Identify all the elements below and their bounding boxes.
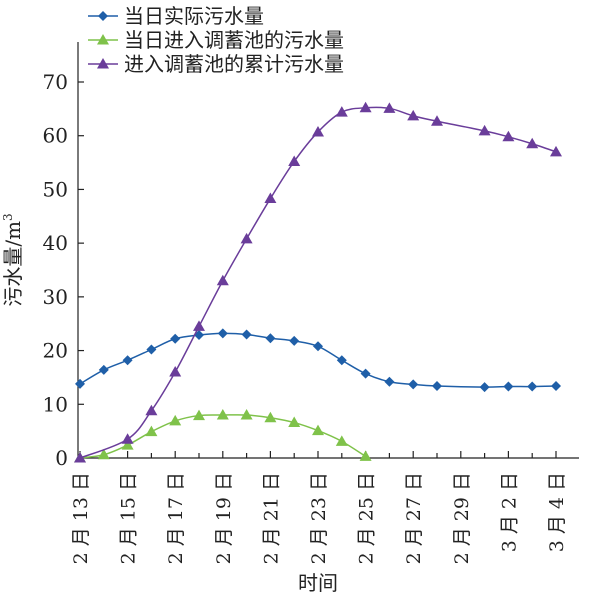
series-3 <box>74 101 562 463</box>
series-3-point-11 <box>359 101 372 113</box>
series-3-point-16 <box>502 130 515 142</box>
legend-marker-2 <box>97 34 109 45</box>
series-1-point-2 <box>122 355 133 366</box>
x-tick-label-10: 3 月 4 日 <box>546 472 568 552</box>
x-tick-label-5: 2 月 23 日 <box>308 472 330 564</box>
series-3-point-8 <box>288 155 301 166</box>
series-2-point-10 <box>312 424 324 436</box>
y-tick-label-2: 20 <box>43 339 68 363</box>
series-3-point-6 <box>240 232 253 244</box>
series-3-point-13 <box>407 109 420 121</box>
x-tick-label-6: 2 月 25 日 <box>356 472 378 564</box>
legend-label-2: 当日进入调蓄池的污水量 <box>124 28 344 52</box>
series-1-point-15 <box>432 381 442 392</box>
series-2-point-7 <box>240 409 253 420</box>
series-1-point-18 <box>527 381 538 392</box>
series-2-point-11 <box>335 435 348 446</box>
series-1-point-1 <box>98 364 109 375</box>
series-2-point-4 <box>169 414 182 426</box>
y-tick-label-6: 60 <box>43 124 68 148</box>
y-tick-label-1: 10 <box>43 392 68 416</box>
y-axis-title-text: 污水量/m <box>1 221 25 307</box>
x-axis-title: 时间 <box>298 571 338 595</box>
series-2-point-2 <box>121 439 134 450</box>
series-1-point-6 <box>217 328 228 339</box>
series-1-point-4 <box>170 333 181 344</box>
series-2-point-9 <box>288 416 301 428</box>
y-tick-label-7: 70 <box>43 70 68 94</box>
x-tick-label-2: 2 月 17 日 <box>165 472 187 564</box>
series-1-point-0 <box>75 378 85 389</box>
series-3-point-9 <box>312 125 324 137</box>
y-axis-title: 污水量/m3 <box>1 213 25 306</box>
series-1-point-12 <box>360 368 371 379</box>
series-3-point-3 <box>169 366 182 377</box>
x-tick-label-4: 2 月 21 日 <box>260 472 282 564</box>
series-1-point-11 <box>336 355 347 366</box>
series-group <box>74 101 562 463</box>
x-tick-label-8: 2 月 29 日 <box>451 472 473 564</box>
axes: 0 10 20 30 40 50 60 70 2 月 13 日 2 月 15 日 2 月 17 日 2… <box>43 42 579 564</box>
series-3-point-15 <box>478 124 491 136</box>
y-tick-label-3: 30 <box>43 285 68 309</box>
series-1-point-9 <box>289 335 300 346</box>
series-1-point-17 <box>503 381 514 392</box>
series-3-point-0 <box>74 452 86 463</box>
y-tick-label-4: 40 <box>43 231 68 255</box>
series-1-point-3 <box>146 344 157 355</box>
x-tick-label-7: 2 月 27 日 <box>403 472 425 564</box>
series-1 <box>75 328 561 393</box>
series-1-point-7 <box>241 329 252 340</box>
x-tick-label-0: 2 月 13 日 <box>70 472 92 564</box>
series-1-point-19 <box>551 381 561 392</box>
series-3-point-7 <box>264 192 277 204</box>
series-3-point-10 <box>335 106 348 117</box>
x-tick-label-1: 2 月 15 日 <box>118 472 140 564</box>
x-tick-label-9: 3 月 2 日 <box>498 472 520 552</box>
series-1-point-8 <box>265 333 276 344</box>
series-3-point-18 <box>550 145 562 157</box>
x-tick-label-3: 2 月 19 日 <box>213 472 235 564</box>
legend-label-3: 进入调蓄池的累计污水量 <box>124 52 344 76</box>
series-3-point-5 <box>216 274 229 286</box>
series-3-point-14 <box>431 115 443 126</box>
series-1-point-16 <box>479 382 490 393</box>
series-2-point-1 <box>97 448 110 460</box>
series-1-point-13 <box>384 376 395 387</box>
y-tick-label-5: 50 <box>43 177 68 201</box>
legend-marker-1 <box>98 11 108 21</box>
series-3-point-1 <box>121 433 134 444</box>
y-tick-label-0: 0 <box>55 446 68 470</box>
series-2-point-5 <box>193 409 205 421</box>
series-2-point-12 <box>359 450 372 461</box>
series-1-point-10 <box>313 341 323 352</box>
series-2-point-6 <box>216 409 229 420</box>
series-1-point-14 <box>408 379 419 390</box>
series-2-point-8 <box>264 411 277 423</box>
legend-label-1: 当日实际污水量 <box>124 4 264 28</box>
series-3-point-4 <box>193 320 205 331</box>
series-1-point-5 <box>194 329 204 340</box>
y-axis-title-superscript: 3 <box>1 213 15 221</box>
legend-marker-3 <box>97 58 109 69</box>
series-2-point-3 <box>145 425 158 437</box>
series-3-point-17 <box>526 137 539 149</box>
series-3-point-2 <box>145 404 158 416</box>
series-3-point-12 <box>383 102 396 113</box>
